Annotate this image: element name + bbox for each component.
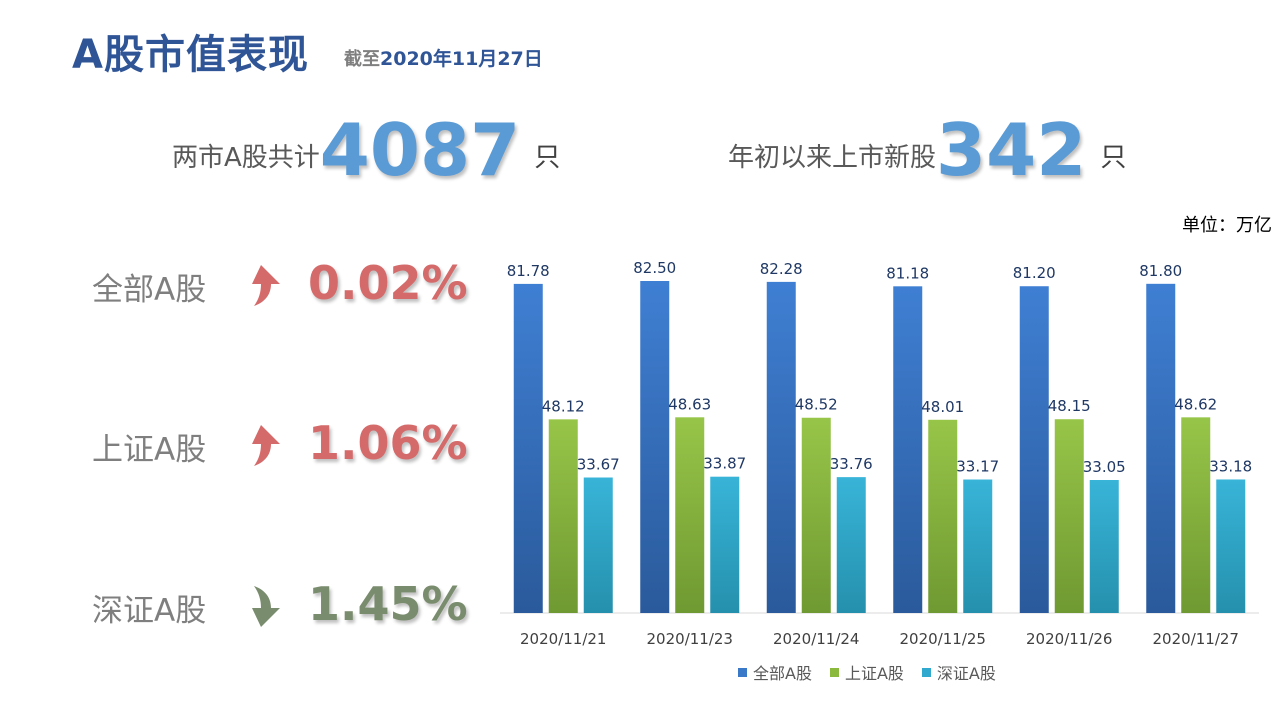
data-label: 81.80 — [1139, 262, 1182, 280]
data-label: 33.76 — [830, 455, 873, 473]
change-percent: 1.06% — [308, 416, 468, 470]
change-label: 全部A股 — [92, 272, 207, 308]
data-label: 33.87 — [703, 455, 746, 473]
chart-legend: 全部A股 上证A股 深证A股 — [738, 660, 996, 684]
bar — [928, 419, 958, 613]
x-tick-label: 2020/11/25 — [900, 630, 986, 648]
total-stocks-unit: 只 — [534, 143, 561, 173]
bar — [801, 417, 831, 613]
page-title: A股市值表现 — [72, 32, 309, 78]
market-cap-bar-chart: 81.78 48.12 33.67 2020/11/21 82.50 48.63 33.87… — [500, 259, 1259, 648]
bar — [583, 477, 613, 613]
legend-swatch — [829, 667, 839, 677]
change-label: 深证A股 — [92, 593, 207, 629]
total-stocks-stat: 两市A股共计 4087 只 — [172, 110, 560, 190]
new-listings-value: 342 — [936, 108, 1087, 192]
data-label: 82.28 — [760, 260, 803, 278]
legend-swatch — [921, 667, 931, 677]
data-label: 48.12 — [542, 397, 585, 415]
bar — [1089, 479, 1119, 613]
bar — [675, 417, 705, 613]
data-label: 82.50 — [633, 259, 676, 277]
data-label: 48.63 — [668, 395, 711, 413]
change-row: 全部A股 0.02% — [92, 256, 492, 316]
x-tick-label: 2020/11/21 — [520, 630, 606, 648]
bar — [893, 286, 923, 613]
x-tick-label: 2020/11/24 — [773, 630, 859, 648]
bar — [513, 283, 543, 613]
up-arrow-icon — [252, 425, 280, 466]
bar — [766, 281, 796, 613]
down-arrow-icon — [252, 586, 280, 627]
legend-item: 全部A股 — [738, 660, 812, 684]
change-row: 深证A股 1.45% — [92, 577, 492, 637]
bar — [1146, 283, 1176, 613]
bar — [836, 477, 866, 613]
change-row: 上证A股 1.06% — [92, 416, 492, 476]
bar — [1019, 286, 1049, 613]
data-label: 48.15 — [1048, 397, 1091, 415]
data-label: 48.62 — [1174, 395, 1217, 413]
data-label: 33.17 — [956, 458, 999, 476]
data-label: 48.52 — [795, 396, 838, 414]
x-tick-label: 2020/11/26 — [1026, 630, 1112, 648]
total-stocks-label: 两市A股共计 — [172, 143, 320, 173]
x-tick-label: 2020/11/27 — [1153, 630, 1239, 648]
legend-item: 深证A股 — [921, 660, 996, 684]
change-percent: 0.02% — [308, 256, 468, 310]
as-of-date-value: 2020年11月27日 — [380, 48, 543, 70]
bar — [548, 419, 578, 613]
bar — [640, 281, 670, 613]
bar — [1216, 479, 1246, 613]
legend-label: 全部A股 — [753, 664, 812, 683]
units-label: 单位：万亿 — [1182, 215, 1272, 236]
bar — [963, 479, 993, 613]
new-listings-stat: 年初以来上市新股 342 只 — [728, 110, 1126, 190]
bar — [710, 476, 740, 613]
legend-swatch — [738, 667, 747, 677]
data-label: 33.67 — [577, 456, 620, 474]
change-label: 上证A股 — [92, 432, 207, 468]
legend-label: 深证A股 — [936, 664, 996, 683]
as-of-prefix: 截至 — [344, 49, 380, 70]
data-label: 81.78 — [507, 262, 550, 280]
bar — [1181, 417, 1211, 613]
new-listings-unit: 只 — [1100, 143, 1127, 173]
x-tick-label: 2020/11/23 — [647, 630, 733, 648]
bar — [1054, 419, 1084, 613]
change-percent: 1.45% — [308, 577, 468, 631]
new-listings-label: 年初以来上市新股 — [728, 143, 937, 173]
data-label: 81.20 — [1013, 264, 1056, 282]
data-label: 33.05 — [1083, 458, 1126, 476]
as-of-date: 截至2020年11月27日 — [344, 44, 543, 71]
data-label: 81.18 — [886, 264, 929, 282]
data-label: 33.18 — [1209, 457, 1252, 475]
legend-item: 上证A股 — [829, 660, 904, 684]
total-stocks-value: 4087 — [319, 108, 521, 192]
legend-label: 上证A股 — [844, 664, 904, 683]
data-label: 48.01 — [921, 398, 964, 416]
up-arrow-icon — [252, 265, 280, 306]
